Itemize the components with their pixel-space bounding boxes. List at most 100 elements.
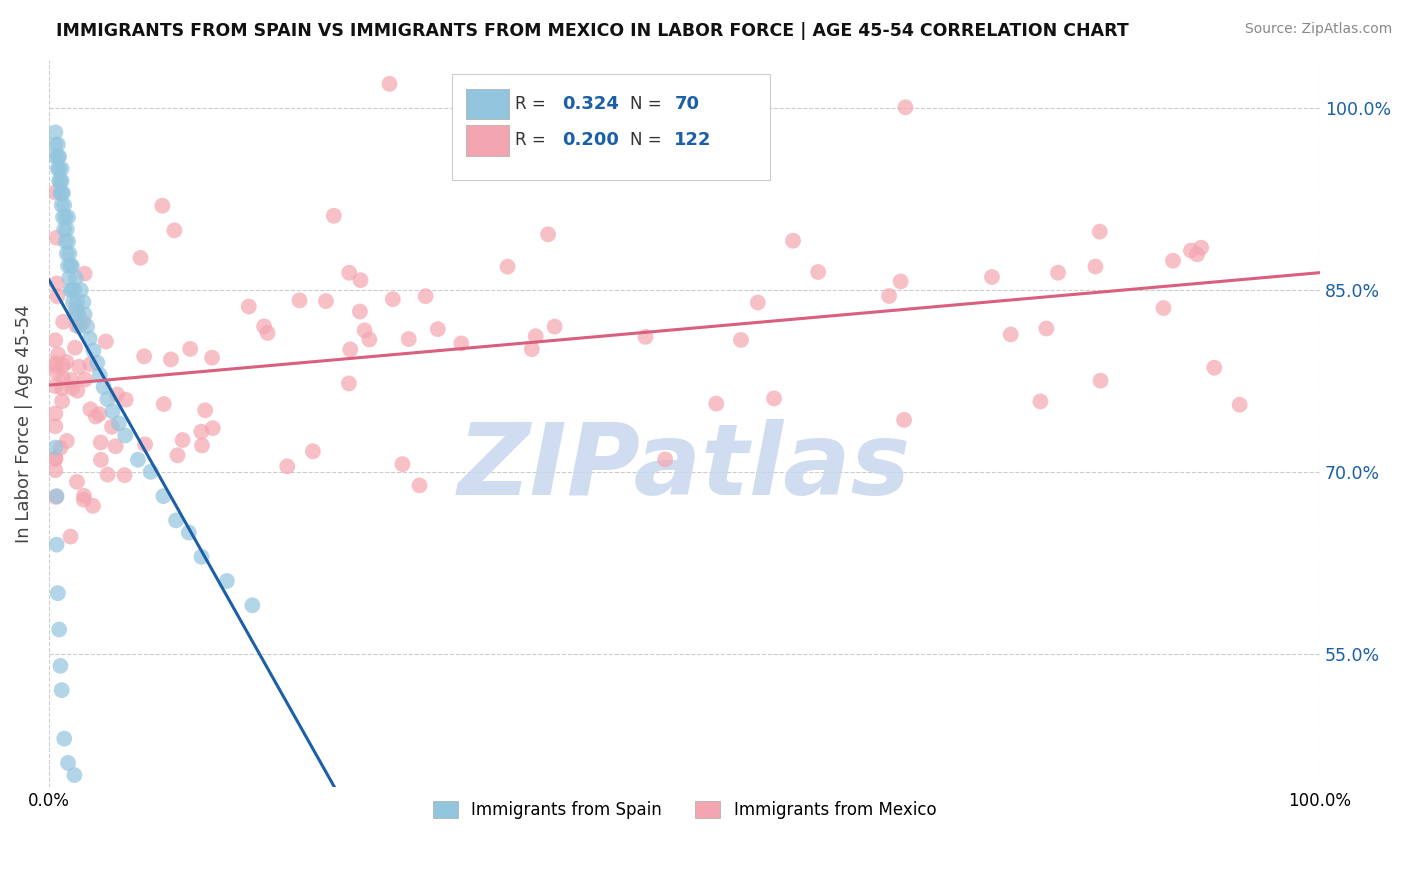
- Point: [53, 222, 76, 236]
- Point: [45, 366, 67, 380]
- Point: [763, 392, 786, 406]
- Point: [893, 413, 915, 427]
- Point: [58, 246, 80, 260]
- Point: [1180, 244, 1202, 258]
- Point: [62, 295, 84, 310]
- Point: [378, 77, 401, 91]
- Point: [56, 756, 79, 770]
- FancyBboxPatch shape: [451, 74, 769, 179]
- Point: [704, 397, 727, 411]
- Point: [44, 419, 66, 434]
- Point: [65, 318, 87, 333]
- Legend: Immigrants from Spain, Immigrants from Mexico: Immigrants from Spain, Immigrants from M…: [426, 795, 943, 826]
- Point: [150, 199, 173, 213]
- Point: [730, 333, 752, 347]
- Point: [44, 333, 66, 347]
- Point: [139, 465, 162, 479]
- Point: [82, 499, 104, 513]
- Point: [82, 343, 104, 358]
- Point: [190, 549, 212, 564]
- Point: [201, 351, 224, 365]
- Point: [79, 402, 101, 417]
- Point: [337, 376, 360, 391]
- Point: [51, 186, 73, 200]
- Text: ZIPatlas: ZIPatlas: [458, 418, 911, 516]
- Point: [73, 489, 96, 503]
- Point: [96, 392, 118, 406]
- Point: [256, 326, 278, 340]
- Point: [253, 319, 276, 334]
- Point: [634, 330, 657, 344]
- Point: [215, 574, 238, 588]
- Point: [408, 478, 430, 492]
- Point: [1229, 398, 1251, 412]
- Point: [66, 475, 89, 489]
- Point: [747, 295, 769, 310]
- Point: [101, 420, 124, 434]
- Point: [101, 404, 124, 418]
- Point: [288, 293, 311, 308]
- Point: [45, 490, 67, 504]
- Point: [67, 359, 90, 374]
- Point: [44, 359, 66, 373]
- Point: [56, 235, 79, 249]
- Point: [66, 384, 89, 398]
- Point: [73, 492, 96, 507]
- Point: [322, 209, 344, 223]
- Point: [105, 387, 128, 401]
- Point: [1046, 266, 1069, 280]
- Point: [59, 530, 82, 544]
- Point: [163, 223, 186, 237]
- Point: [48, 174, 70, 188]
- Point: [51, 683, 73, 698]
- Point: [129, 251, 152, 265]
- Point: [302, 444, 325, 458]
- Point: [450, 336, 472, 351]
- Point: [877, 289, 900, 303]
- Text: 122: 122: [675, 131, 711, 149]
- Point: [89, 407, 111, 421]
- Point: [238, 300, 260, 314]
- Point: [44, 186, 66, 200]
- Point: [51, 381, 73, 395]
- Point: [381, 292, 404, 306]
- Point: [1090, 374, 1112, 388]
- Point: [53, 198, 76, 212]
- Point: [1084, 260, 1107, 274]
- Point: [191, 438, 214, 452]
- Point: [894, 100, 917, 114]
- Point: [51, 198, 73, 212]
- Point: [48, 161, 70, 176]
- Point: [45, 231, 67, 245]
- Point: [55, 222, 77, 236]
- Point: [55, 246, 77, 260]
- Point: [349, 304, 371, 318]
- Point: [127, 452, 149, 467]
- Point: [55, 211, 77, 225]
- Point: [49, 659, 72, 673]
- Point: [165, 513, 187, 527]
- Point: [76, 319, 98, 334]
- Point: [391, 457, 413, 471]
- Point: [415, 289, 437, 303]
- Text: IMMIGRANTS FROM SPAIN VS IMMIGRANTS FROM MEXICO IN LABOR FORCE | AGE 45-54 CORRE: IMMIGRANTS FROM SPAIN VS IMMIGRANTS FROM…: [56, 22, 1129, 40]
- Point: [166, 448, 188, 462]
- Point: [1204, 360, 1226, 375]
- Point: [51, 174, 73, 188]
- Point: [93, 380, 115, 394]
- Point: [349, 273, 371, 287]
- Point: [60, 259, 83, 273]
- Point: [45, 538, 67, 552]
- Point: [44, 379, 66, 393]
- Point: [108, 417, 131, 431]
- Point: [337, 266, 360, 280]
- Point: [152, 397, 174, 411]
- Point: [56, 259, 79, 273]
- Point: [59, 259, 82, 273]
- Point: [114, 428, 136, 442]
- Point: [60, 283, 83, 297]
- Point: [44, 407, 66, 421]
- Point: [67, 307, 90, 321]
- Point: [134, 349, 156, 363]
- Point: [49, 186, 72, 200]
